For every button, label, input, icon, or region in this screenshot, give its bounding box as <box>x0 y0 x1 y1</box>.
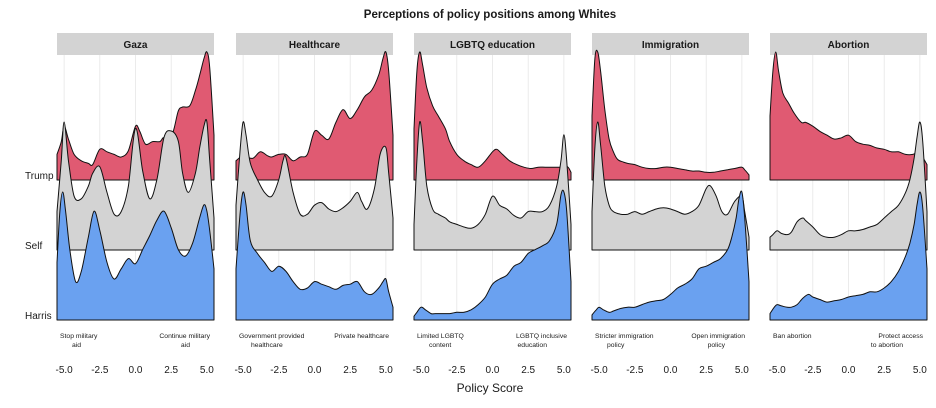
x-tick-label: -2.5 <box>804 365 822 376</box>
x-tick-label: 2.5 <box>343 365 357 376</box>
annotation-right: LGBTQ inclusive education <box>516 333 567 349</box>
annotation-line: Open immigration <box>691 333 745 340</box>
row-labels: Trump Self Harris <box>25 171 54 322</box>
ridge-trump <box>235 51 394 181</box>
annotation-line: Government provided <box>239 333 305 340</box>
panel-title: Gaza <box>124 40 148 51</box>
annotation-left: Ban abortion <box>773 333 812 340</box>
x-axis-label: Policy Score <box>457 381 524 395</box>
panel-abortion: Abortion Ban abortion Protect access to abo… <box>769 33 928 376</box>
x-tick-label: 5.0 <box>379 365 393 376</box>
annotation-line: policy <box>708 342 726 349</box>
x-tick-label: -2.5 <box>626 365 644 376</box>
ridge-harris <box>56 191 215 321</box>
panel-strip <box>236 33 393 55</box>
ridge-harris <box>769 191 928 321</box>
ridge-harris <box>235 191 394 321</box>
ridge-self <box>591 121 750 251</box>
panel-strip <box>57 33 214 55</box>
panel-gaza: Gaza Stop military aid Continue military aid… <box>56 33 215 376</box>
annotation-line: Limited LGBTQ <box>417 333 464 340</box>
x-tick-label: 0.0 <box>486 365 500 376</box>
annotation-left: Stricter immigration policy <box>595 333 654 349</box>
x-tick-label: 0.0 <box>842 365 856 376</box>
x-tick-label: 2.5 <box>699 365 713 376</box>
x-tick-label: -5.0 <box>56 365 74 376</box>
x-tick-label: 2.5 <box>521 365 535 376</box>
annotation-right: Open immigration policy <box>691 333 745 349</box>
ridge-self <box>413 120 572 251</box>
annotation-line: Private healthcare <box>334 333 389 340</box>
x-tick-label: 5.0 <box>735 365 749 376</box>
ridge-harris <box>413 189 572 321</box>
ridge-trump <box>769 51 928 181</box>
x-tick-label: 5.0 <box>200 365 214 376</box>
x-tick-label: 5.0 <box>557 365 571 376</box>
annotation-line: policy <box>607 342 625 349</box>
panel-title: Healthcare <box>289 40 341 51</box>
panel-lgbtq-education: LGBTQ education Limited LGBTQ content LGBTQ… <box>413 33 572 376</box>
ridge-trump <box>413 51 572 181</box>
x-tick-label: 2.5 <box>877 365 891 376</box>
annotation-line: Continue military <box>159 333 210 340</box>
panel-title: Abortion <box>828 40 870 51</box>
chart-title: Perceptions of policy positions among Wh… <box>364 9 616 21</box>
annotation-line: healthcare <box>251 342 283 349</box>
panel-strip <box>414 33 571 55</box>
x-tick-label: -2.5 <box>448 365 466 376</box>
x-tick-label: 2.5 <box>164 365 178 376</box>
panel-title: Immigration <box>642 40 699 51</box>
ridge-self <box>235 121 394 251</box>
panel-strip <box>770 33 927 55</box>
annotation-right: Protect access to abortion <box>871 333 924 349</box>
x-tick-label: -2.5 <box>270 365 288 376</box>
annotation-line: LGBTQ inclusive <box>516 333 567 340</box>
annotation-line: aid <box>181 342 190 349</box>
x-tick-label: -5.0 <box>591 365 609 376</box>
panel-title: LGBTQ education <box>450 40 535 51</box>
facet-panels: Gaza Stop military aid Continue military aid… <box>56 33 928 376</box>
x-tick-label: 0.0 <box>129 365 143 376</box>
x-tick-label: -5.0 <box>413 365 431 376</box>
row-label-harris: Harris <box>25 311 52 322</box>
panel-strip <box>592 33 749 55</box>
ridge-self <box>769 121 928 251</box>
annotation-line: content <box>429 342 451 349</box>
annotation-left: Limited LGBTQ content <box>417 333 464 349</box>
annotation-line: to abortion <box>871 342 903 349</box>
annotation-left: Stop military aid <box>60 333 98 349</box>
annotation-right: Private healthcare <box>334 333 389 340</box>
ridge-trump <box>591 49 750 181</box>
x-tick-label: -5.0 <box>769 365 787 376</box>
row-label-trump: Trump <box>25 171 54 182</box>
annotation-line: Stop military <box>60 333 98 340</box>
panel-healthcare: Healthcare Government provided healthcare P… <box>235 33 394 376</box>
annotation-line: Stricter immigration <box>595 333 654 340</box>
x-tick-label: 0.0 <box>308 365 322 376</box>
annotation-line: aid <box>72 342 81 349</box>
x-tick-label: -2.5 <box>91 365 109 376</box>
annotation-left: Government provided healthcare <box>239 333 305 349</box>
annotation-line: Ban abortion <box>773 333 812 340</box>
x-tick-label: -5.0 <box>235 365 253 376</box>
ridge-harris <box>591 190 750 321</box>
x-tick-label: 0.0 <box>664 365 678 376</box>
x-tick-label: 5.0 <box>913 365 927 376</box>
annotation-line: education <box>518 342 548 349</box>
annotation-line: Protect access <box>878 333 923 340</box>
row-label-self: Self <box>25 241 42 252</box>
annotation-right: Continue military aid <box>159 333 210 349</box>
